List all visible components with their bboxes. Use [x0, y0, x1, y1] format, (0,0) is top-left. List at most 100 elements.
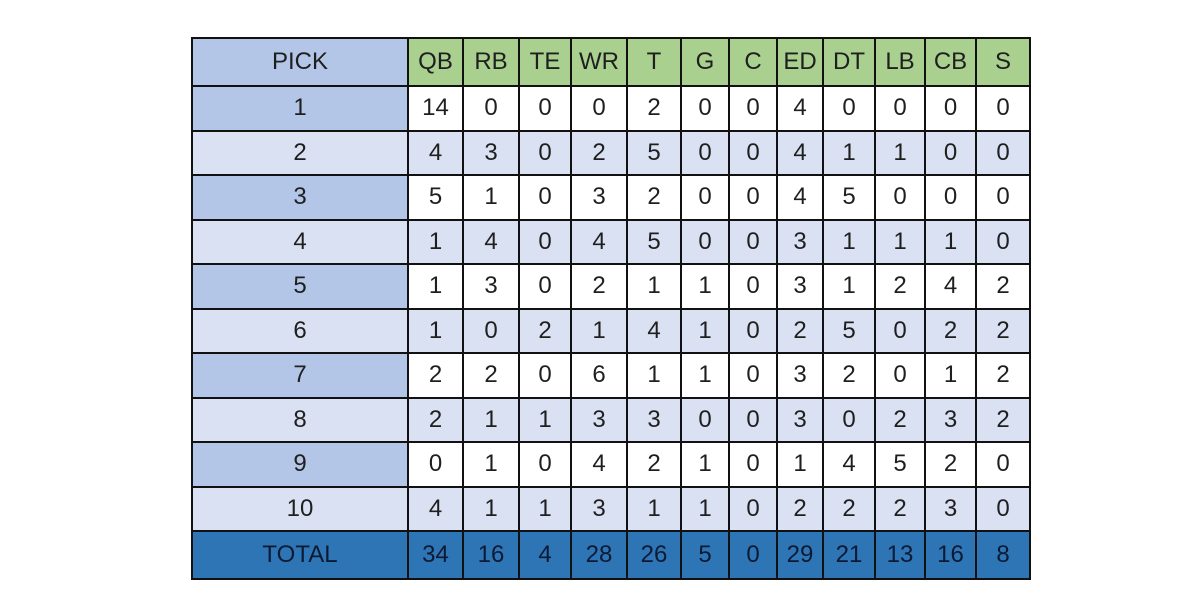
pick-number: 7	[191, 352, 409, 399]
count-cell: 0	[975, 218, 1031, 265]
position-header: LB	[874, 37, 926, 87]
position-header: G	[680, 37, 730, 87]
pick-number: 5	[191, 263, 409, 310]
count-cell: 2	[975, 307, 1031, 354]
count-cell: 0	[924, 85, 977, 132]
pick-number: 10	[191, 485, 409, 532]
count-cell: 1	[924, 218, 977, 265]
count-cell: 3	[776, 396, 824, 443]
count-cell: 3	[924, 396, 977, 443]
count-cell: 4	[822, 441, 876, 488]
count-cell: 2	[874, 485, 926, 532]
count-cell: 0	[975, 485, 1031, 532]
total-cell: 16	[462, 530, 520, 580]
count-cell: 1	[407, 263, 464, 310]
count-cell: 4	[626, 307, 682, 354]
count-cell: 4	[776, 129, 824, 176]
count-cell: 5	[822, 174, 876, 221]
count-cell: 0	[407, 441, 464, 488]
total-cell: 26	[626, 530, 682, 580]
count-cell: 2	[975, 352, 1031, 399]
count-cell: 0	[728, 307, 778, 354]
count-cell: 5	[407, 174, 464, 221]
count-cell: 0	[728, 263, 778, 310]
count-cell: 1	[874, 218, 926, 265]
pick-row: 1 14 0 0 0 2 0 0 4 0 0 0 0	[191, 85, 1031, 132]
position-header: S	[975, 37, 1031, 87]
count-cell: 3	[570, 396, 628, 443]
count-cell: 2	[975, 396, 1031, 443]
header-row: PICK QB RB TE WR T G C ED DT LB CB S	[191, 37, 1031, 87]
count-cell: 5	[626, 129, 682, 176]
total-label: TOTAL	[191, 530, 409, 580]
count-cell: 0	[462, 307, 520, 354]
count-cell: 4	[407, 485, 464, 532]
total-cell: 5	[680, 530, 730, 580]
total-cell: 16	[924, 530, 977, 580]
count-cell: 2	[776, 485, 824, 532]
count-cell: 0	[728, 129, 778, 176]
count-cell: 2	[776, 307, 824, 354]
count-cell: 0	[728, 218, 778, 265]
count-cell: 0	[680, 129, 730, 176]
position-header: WR	[570, 37, 628, 87]
count-cell: 0	[518, 218, 572, 265]
total-cell: 8	[975, 530, 1031, 580]
count-cell: 1	[626, 485, 682, 532]
count-cell: 5	[626, 218, 682, 265]
count-cell: 0	[924, 129, 977, 176]
count-cell: 0	[975, 129, 1031, 176]
pick-header: PICK	[191, 37, 409, 87]
count-cell: 0	[822, 85, 876, 132]
count-cell: 1	[680, 352, 730, 399]
position-header: C	[728, 37, 778, 87]
count-cell: 1	[680, 307, 730, 354]
total-cell: 28	[570, 530, 628, 580]
count-cell: 4	[462, 218, 520, 265]
count-cell: 1	[570, 307, 628, 354]
position-header: TE	[518, 37, 572, 87]
pick-number: 1	[191, 85, 409, 132]
count-cell: 1	[462, 396, 520, 443]
count-cell: 1	[518, 396, 572, 443]
pick-row: 10 4 1 1 3 1 1 0 2 2 2 3 0	[191, 485, 1031, 532]
pick-number: 9	[191, 441, 409, 488]
count-cell: 0	[518, 441, 572, 488]
count-cell: 0	[518, 85, 572, 132]
pick-number: 3	[191, 174, 409, 221]
pick-number: 8	[191, 396, 409, 443]
count-cell: 0	[680, 218, 730, 265]
draft-table: PICK QB RB TE WR T G C ED DT LB CB S 1 14 0 0 0 2 0 0 4 0 0 0 0 2…	[191, 37, 1031, 580]
count-cell: 4	[776, 174, 824, 221]
count-cell: 3	[776, 263, 824, 310]
total-cell: 4	[518, 530, 572, 580]
count-cell: 1	[822, 129, 876, 176]
count-cell: 4	[924, 263, 977, 310]
count-cell: 2	[874, 396, 926, 443]
count-cell: 2	[462, 352, 520, 399]
position-header: CB	[924, 37, 977, 87]
count-cell: 2	[518, 307, 572, 354]
total-row: TOTAL 34 16 4 28 26 5 0 29 21 13 16 8	[191, 530, 1031, 580]
count-cell: 3	[776, 218, 824, 265]
count-cell: 2	[822, 485, 876, 532]
count-cell: 0	[518, 263, 572, 310]
count-cell: 2	[924, 307, 977, 354]
count-cell: 0	[680, 85, 730, 132]
count-cell: 0	[822, 396, 876, 443]
total-cell: 0	[728, 530, 778, 580]
total-cell: 29	[776, 530, 824, 580]
count-cell: 1	[776, 441, 824, 488]
count-cell: 1	[462, 441, 520, 488]
count-cell: 2	[570, 129, 628, 176]
pick-number: 4	[191, 218, 409, 265]
count-cell: 0	[728, 85, 778, 132]
count-cell: 6	[570, 352, 628, 399]
count-cell: 3	[462, 129, 520, 176]
count-cell: 1	[407, 307, 464, 354]
